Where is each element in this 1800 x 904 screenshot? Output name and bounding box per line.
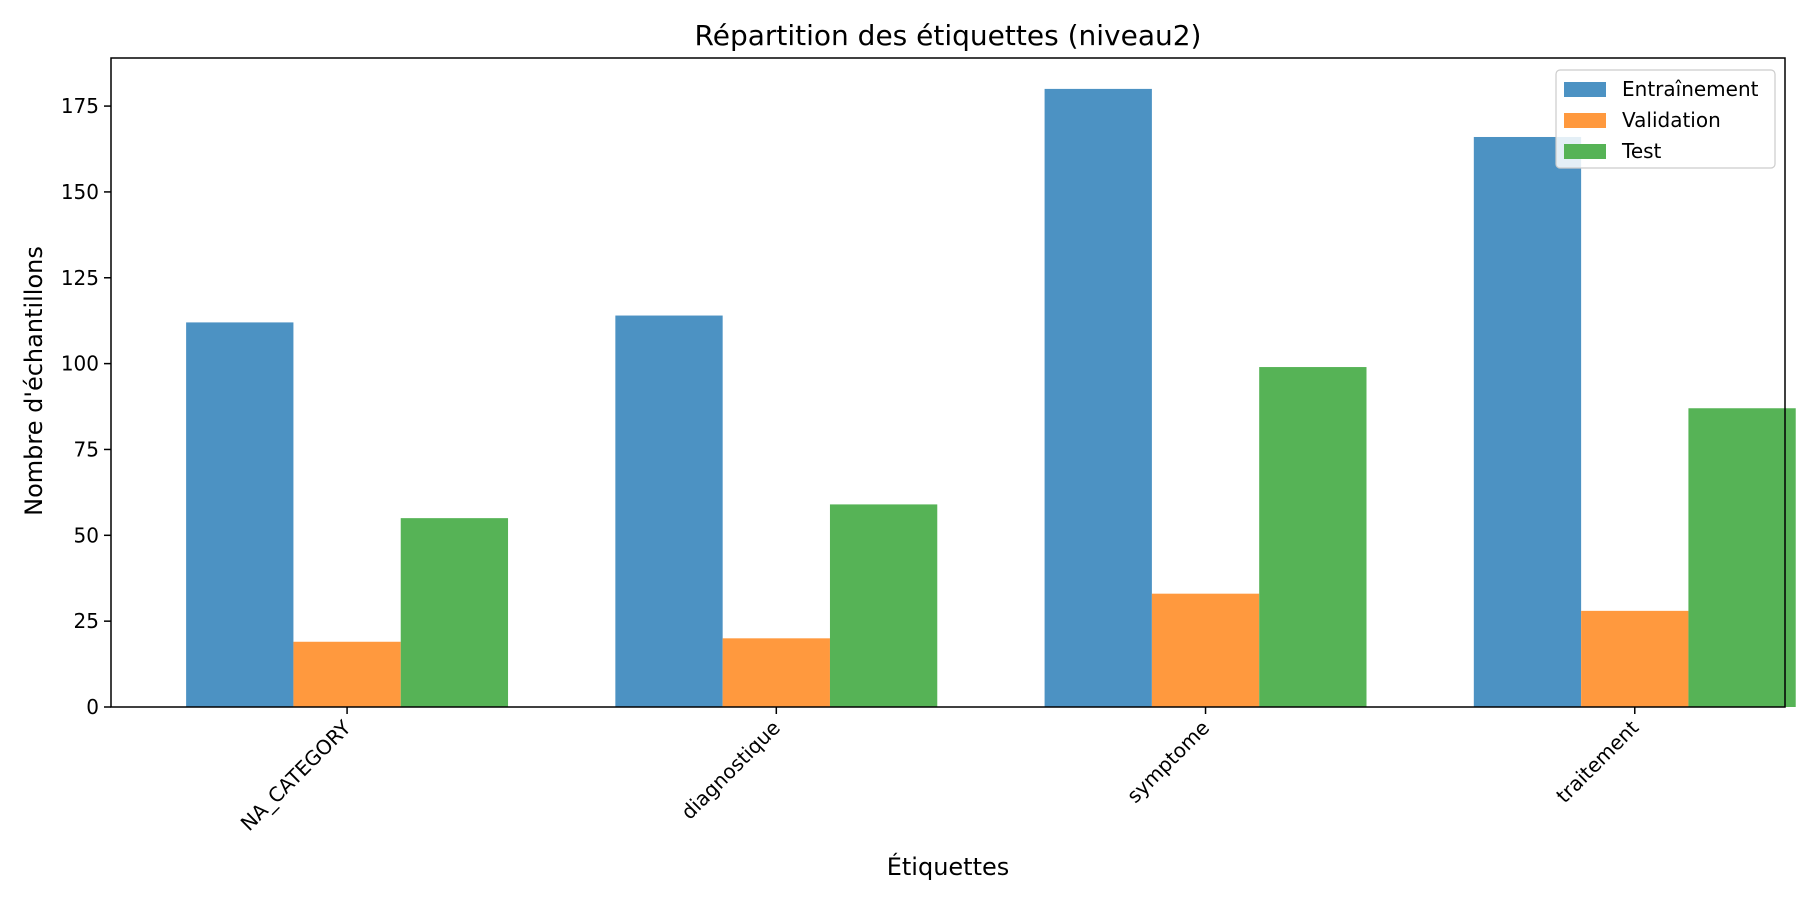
legend-swatch: [1564, 82, 1606, 97]
bar-test-symptome: [1259, 367, 1367, 707]
x-axis-title: Étiquettes: [887, 852, 1010, 881]
bar-entra-nement-symptome: [1044, 88, 1152, 707]
bar-entra-nement-diagnostique: [615, 315, 723, 707]
y-tick-label: 150: [61, 180, 99, 204]
bar-entra-nement-na-category: [186, 322, 294, 707]
x-tick-label: symptome: [1122, 716, 1214, 808]
legend-label: Entraînement: [1622, 77, 1759, 101]
legend-box: [1555, 69, 1776, 169]
chart-title: Répartition des étiquettes (niveau2): [695, 19, 1202, 52]
y-tick-label: 50: [74, 523, 99, 547]
legend-label: Test: [1621, 139, 1662, 163]
y-tick-label: 100: [61, 352, 99, 376]
bar-validation-symptome: [1151, 593, 1260, 707]
bar-validation-traitement: [1581, 610, 1689, 707]
y-tick-label: 125: [61, 266, 99, 290]
legend-label: Validation: [1622, 108, 1721, 132]
bar-test-diagnostique: [829, 504, 938, 707]
bar-test-traitement: [1688, 408, 1796, 707]
legend-swatch: [1564, 144, 1606, 159]
x-tick-label: NA_CATEGORY: [236, 715, 357, 836]
y-axis-title: Nombre d'échantillons: [20, 246, 48, 516]
bar-validation-na-category: [293, 641, 401, 707]
bars-layer: [186, 88, 1796, 708]
bar-entra-nement-traitement: [1473, 136, 1582, 708]
legend: Entraînement Validation Test: [1555, 69, 1776, 169]
x-tick-label: diagnostique: [676, 716, 785, 825]
plot-frame: [110, 57, 1786, 708]
y-tick-label: 75: [74, 437, 99, 461]
x-tick-label: traitement: [1551, 715, 1643, 807]
bar-test-na-category: [400, 518, 509, 707]
y-tick-label: 0: [86, 695, 99, 719]
bar-validation-diagnostique: [722, 638, 830, 707]
y-tick-label: 25: [74, 609, 99, 633]
y-tick-label: 175: [61, 94, 99, 118]
legend-swatch: [1564, 113, 1606, 128]
